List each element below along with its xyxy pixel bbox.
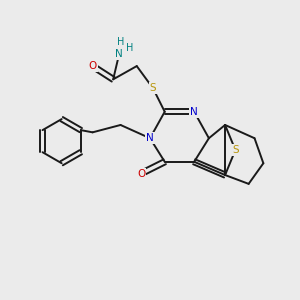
Text: O: O	[88, 61, 97, 71]
Text: S: S	[232, 145, 239, 155]
Text: N: N	[190, 107, 198, 117]
Text: N: N	[115, 49, 123, 59]
Text: H: H	[126, 43, 133, 53]
Text: S: S	[150, 83, 156, 93]
Text: H: H	[117, 37, 124, 47]
Text: N: N	[146, 133, 154, 143]
Text: O: O	[137, 169, 145, 178]
